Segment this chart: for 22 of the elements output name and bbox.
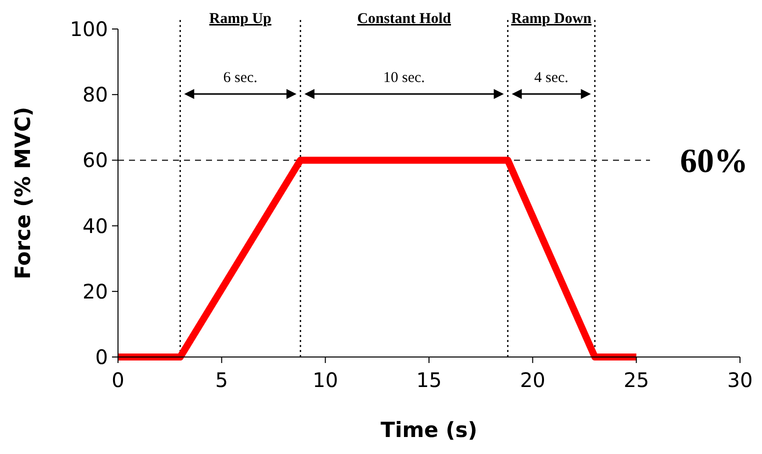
annotation: 4 sec. [534,70,568,86]
x-tick-label: 0 [112,368,124,392]
x-tick-label: 15 [416,368,442,392]
x-tick-label: 25 [624,368,650,392]
x-tick-label: 10 [312,368,338,392]
y-tick-label: 20 [82,279,108,304]
x-axis-title: Time (s) [380,418,478,442]
x-tick-label: 20 [520,368,546,392]
y-tick-label: 60 [82,148,108,172]
x-tick-label: 5 [215,368,228,392]
annotation: 6 sec. [223,70,258,86]
y-tick-label: 40 [82,214,108,238]
y-tick-label: 100 [70,17,108,41]
y-tick-label: 80 [82,82,108,107]
annotation: 10 sec. [383,70,425,86]
text: Constant Hold [357,11,452,27]
y-tick-label: 0 [95,345,108,369]
x-tick-label: 30 [727,368,753,392]
text: Ramp Down [511,11,592,27]
text: Ramp Up [209,11,272,27]
ref-line-label: 60% [680,143,748,180]
y-axis-title: Force (% MVC) [11,106,35,280]
